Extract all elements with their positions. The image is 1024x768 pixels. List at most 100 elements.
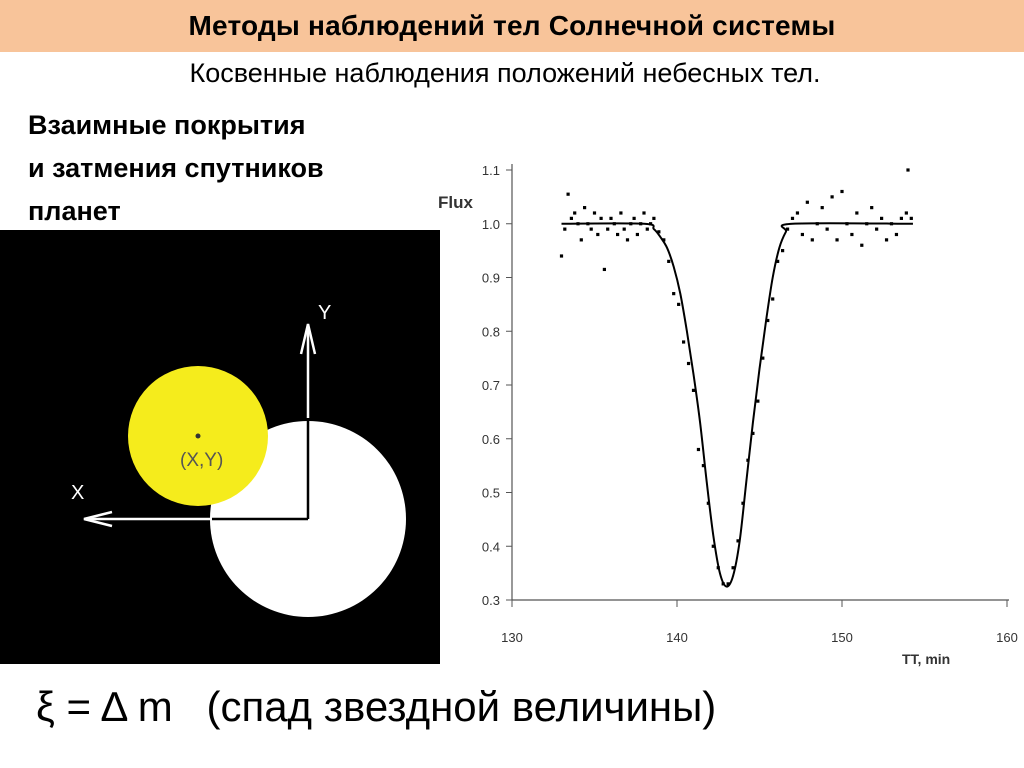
data-point	[761, 356, 765, 360]
data-point	[677, 302, 681, 306]
data-point	[711, 544, 715, 548]
y-tick-label: 0.9	[482, 271, 500, 286]
data-point	[860, 243, 864, 247]
data-point	[805, 200, 809, 204]
x-tick-label: 160	[996, 630, 1018, 645]
formula: ξ = Δ m (спад звездной величины)	[36, 683, 716, 731]
formula-caption: (спад звездной величины)	[206, 683, 717, 730]
data-point	[566, 192, 570, 196]
data-point	[559, 254, 564, 258]
data-point	[612, 222, 616, 226]
data-point	[845, 222, 849, 226]
data-point	[583, 206, 587, 210]
data-point	[795, 211, 800, 215]
data-point	[889, 222, 894, 226]
x-axis-label: X	[71, 482, 84, 504]
data-point	[576, 222, 580, 226]
data-point	[691, 388, 696, 392]
magnitude-symbol: m	[137, 683, 173, 730]
data-point	[884, 238, 889, 242]
data-point	[785, 227, 790, 231]
data-point	[573, 211, 577, 215]
data-point	[649, 222, 653, 226]
data-point	[776, 259, 780, 263]
data-point	[906, 168, 910, 172]
subtitle: Косвенные наблюдения положений небесных …	[189, 58, 821, 88]
data-point	[639, 222, 643, 226]
data-point	[606, 227, 610, 231]
y-tick-label: 1.0	[482, 217, 500, 232]
y-axis-arrowhead	[299, 323, 317, 355]
heading-line-1: Взаимные покрытия	[28, 110, 306, 140]
equals-sign: =	[66, 683, 92, 730]
y-tick-label: 0.5	[482, 486, 500, 501]
data-point	[645, 227, 649, 231]
data-point	[894, 232, 899, 237]
data-point	[629, 222, 633, 226]
data-point	[875, 227, 879, 231]
y-tick-label: 0.6	[482, 432, 500, 447]
x-axis-arrowhead	[83, 510, 113, 528]
data-point	[589, 227, 593, 231]
y-tick-label: 1.1	[482, 163, 500, 178]
data-point	[716, 566, 720, 570]
data-point	[609, 216, 613, 220]
data-point	[672, 292, 676, 296]
data-point	[899, 216, 903, 220]
occultation-diagram-svg: (X,Y) Y X	[0, 230, 440, 664]
data-point	[602, 267, 606, 272]
data-point	[741, 501, 745, 505]
heading-line-3: планет	[28, 196, 121, 226]
data-point	[840, 189, 844, 194]
chart-ticks: 0.3 0.4 0.5 0.6 0.7 0.8 0.9 1.0 1.1 130 140 150 160	[482, 163, 1018, 645]
y-axis-title: Flux	[438, 193, 473, 212]
satellite-center-dot	[195, 433, 201, 439]
model-curve-layer	[561, 222, 913, 588]
y-tick-label: 0.8	[482, 324, 500, 339]
data-point	[756, 399, 760, 403]
section-heading: Взаимные покрытия и затмения спутников п…	[28, 104, 448, 233]
data-point	[830, 195, 834, 199]
x-tick-label: 140	[666, 630, 688, 645]
data-point	[781, 249, 785, 253]
data-point	[682, 340, 686, 344]
data-point	[810, 238, 814, 242]
page-title: Методы наблюдений тел Солнечной системы	[188, 10, 836, 41]
data-point	[820, 206, 824, 210]
data-point	[579, 238, 583, 242]
data-point	[800, 232, 804, 237]
y-tick-label: 0.7	[482, 378, 500, 393]
data-point	[657, 230, 661, 234]
data-point	[909, 216, 913, 220]
data-points	[559, 168, 913, 586]
data-point	[855, 211, 859, 215]
data-point	[731, 566, 735, 570]
data-point	[667, 259, 671, 263]
data-point	[569, 216, 573, 220]
data-point	[642, 211, 646, 215]
xi-symbol: ξ	[36, 683, 55, 730]
data-point	[790, 216, 795, 220]
data-point	[632, 216, 636, 220]
data-point	[865, 222, 869, 226]
data-point	[706, 501, 710, 505]
data-point	[835, 238, 839, 242]
title-bar: Методы наблюдений тел Солнечной системы	[0, 0, 1024, 52]
data-point	[721, 582, 725, 586]
data-point	[619, 211, 623, 215]
data-point	[652, 216, 656, 220]
data-point	[825, 227, 829, 231]
data-point	[592, 211, 597, 215]
data-point	[586, 222, 590, 226]
data-point	[625, 238, 630, 242]
heading-line-2: и затмения спутников	[28, 153, 324, 183]
data-point	[622, 227, 626, 231]
data-point	[662, 238, 666, 242]
point-label: (X,Y)	[180, 450, 223, 471]
data-point	[686, 361, 691, 366]
x-axis-title: TT, min	[902, 651, 950, 667]
data-point	[904, 211, 908, 215]
data-point	[746, 458, 750, 462]
data-point	[736, 539, 740, 543]
